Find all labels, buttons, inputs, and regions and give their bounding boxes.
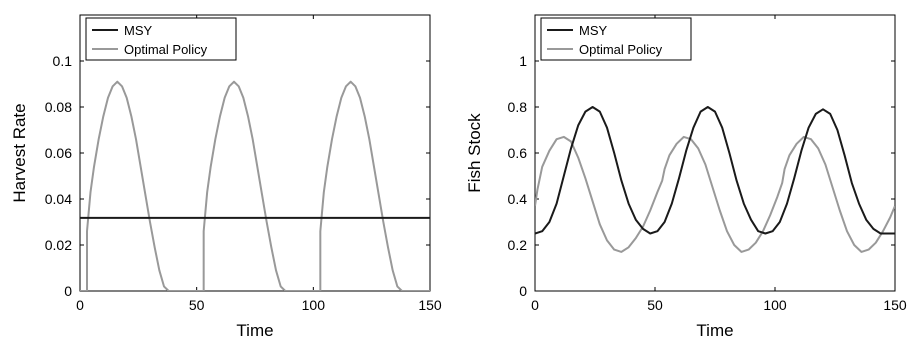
chart-0-y-tick-label: 0.06 (45, 145, 72, 161)
chart-0-x-tick-label: 150 (418, 297, 442, 313)
chart-0-legend (85, 17, 237, 61)
chart-0-legend-label-msy: MSY (124, 23, 153, 38)
chart-0-y-tick-label: 0.1 (53, 53, 73, 69)
chart-0-x-tick-label: 100 (302, 297, 326, 313)
chart-1-y-tick-label: 0.2 (508, 237, 528, 253)
chart-0-x-tick-label: 50 (189, 297, 205, 313)
fish-stock-chart: 0 50 100 150 0 0.2 0.4 0.6 0.8 1 Time Fish Stock MSY… (465, 14, 907, 340)
chart-1-y-tick-label: 0 (519, 283, 527, 299)
chart-0-legend-label-optimal-policy: Optimal Policy (124, 42, 208, 57)
chart-0-series-optimal-policy-line (80, 80, 430, 291)
chart-1-series-msy-line (535, 106, 895, 235)
chart-1-legend (540, 17, 692, 61)
chart-0-y-tick-label: 0.04 (45, 191, 72, 207)
chart-1-x-tick-label: 0 (531, 297, 539, 313)
chart-1-x-axis-label: Time (696, 321, 733, 340)
chart-1-y-tick-label: 0.6 (508, 145, 528, 161)
chart-1-y-tick-label: 0.8 (508, 99, 528, 115)
chart-1-x-tick-label: 50 (647, 297, 663, 313)
chart-0-x-tick-label: 0 (76, 297, 84, 313)
chart-1-series-optimal-policy-line (535, 135, 895, 253)
chart-1-x-tick-label: 100 (763, 297, 787, 313)
chart-0-x-axis-label: Time (236, 321, 273, 340)
chart-1-legend-label-msy: MSY (579, 23, 608, 38)
harvest-rate-chart: 0 50 100 150 0 0.02 0.04 0.06 0.08 0.1 Time Harvest… (10, 14, 442, 340)
chart-0-y-axis-label: Harvest Rate (10, 103, 29, 202)
chart-0-y-tick-label: 0.02 (45, 237, 72, 253)
chart-0-y-tick-label: 0.08 (45, 99, 72, 115)
chart-1-y-tick-label: 0.4 (508, 191, 528, 207)
chart-1-y-axis-label: Fish Stock (465, 113, 484, 193)
chart-0-y-tick-label: 0 (64, 283, 72, 299)
chart-1-x-tick-label: 150 (883, 297, 907, 313)
chart-1-y-tick-label: 1 (519, 53, 527, 69)
chart-1-legend-label-optimal-policy: Optimal Policy (579, 42, 663, 57)
